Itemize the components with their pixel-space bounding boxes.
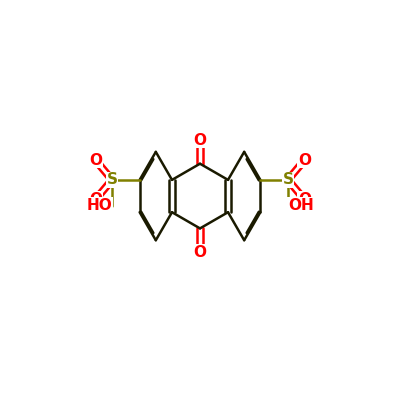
- Text: S: S: [282, 172, 294, 187]
- Text: O: O: [298, 192, 311, 207]
- Text: O: O: [89, 192, 102, 207]
- Text: OH: OH: [288, 198, 314, 213]
- Text: O: O: [194, 244, 206, 260]
- Text: HO: HO: [86, 198, 112, 213]
- Text: O: O: [298, 153, 311, 168]
- Text: O: O: [89, 153, 102, 168]
- Text: S: S: [106, 172, 118, 187]
- Text: O: O: [194, 132, 206, 148]
